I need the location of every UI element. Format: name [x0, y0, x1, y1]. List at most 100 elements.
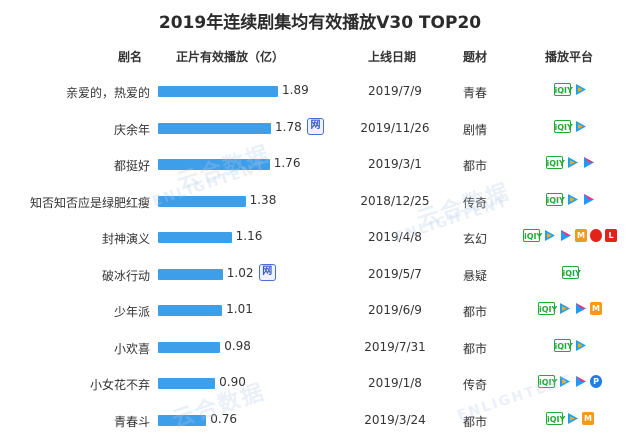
release-date: 2019/3/1: [368, 157, 422, 171]
table-row: 都挺好 1.76 2019/3/1 都市 iQIY: [0, 145, 640, 183]
table-row: 封神演义 1.16 2019/4/8 玄幻 iQIY M L: [0, 218, 640, 256]
platform-list: iQIY: [505, 192, 635, 206]
drama-name: 少年派: [113, 305, 150, 319]
drama-name: 都挺好: [113, 159, 150, 173]
iqiyi-icon: iQIY: [553, 119, 573, 133]
tencent-icon: [575, 120, 586, 132]
genre: 剧情: [462, 122, 487, 137]
drama-name: 庆余年: [113, 122, 150, 137]
bar-value-label: 1.89: [282, 83, 309, 97]
bar-value-label: 0.90: [219, 375, 246, 389]
genre: 传奇: [462, 378, 487, 392]
genre: 都市: [462, 305, 487, 319]
table-row: 小女花不弃 0.90 2019/1/8 传奇 iQIY P: [0, 364, 640, 402]
release-date: 2019/4/8: [368, 230, 422, 244]
bar: [158, 305, 223, 316]
genre: 青春: [462, 86, 487, 100]
tencent-icon: [567, 157, 578, 168]
le-icon: L: [605, 229, 617, 242]
tencent-icon: [568, 412, 578, 424]
column-header-genre: 题材: [463, 50, 488, 64]
iqiyi-icon: iQIY: [538, 302, 557, 315]
bar-value-label: 1.38: [249, 192, 277, 207]
drama-name: 小欢喜: [113, 341, 150, 356]
bar: [158, 232, 232, 243]
bar-value-label: 1.78: [275, 119, 302, 134]
iqiyi-icon: iQIY: [553, 338, 573, 352]
tencent-icon: [575, 339, 586, 351]
column-header-plays: 正片有效播放（亿）: [176, 50, 285, 64]
genre: 都市: [462, 414, 487, 429]
iqiyi-icon: iQIY: [546, 411, 565, 425]
drama-name: 亲爱的，热爱的: [65, 86, 150, 100]
release-date: 2019/5/7: [368, 266, 422, 281]
release-date: 2019/3/24: [364, 412, 426, 427]
release-date: 2019/11/26: [360, 120, 430, 135]
release-date: 2019/7/9: [368, 84, 422, 98]
table-row: 破冰行动 1.02 网 2019/5/7 悬疑 iQIY: [0, 255, 640, 293]
platform-list: iQIY: [505, 83, 635, 96]
bar-value-label: 0.98: [224, 338, 251, 353]
bar-value-label: 1.02: [226, 265, 254, 280]
sohu-icon: [590, 229, 602, 242]
bar: [158, 341, 221, 353]
drama-name: 破冰行动: [101, 268, 150, 283]
tencent-icon: [575, 84, 586, 95]
bar-value-label: 0.76: [210, 411, 237, 426]
mango-icon: M: [590, 302, 602, 315]
youku-icon: [561, 230, 571, 241]
youku-icon: [583, 157, 594, 168]
drama-name: 封神演义: [101, 232, 150, 246]
tencent-icon: [545, 230, 555, 241]
bar-value-label: 1.76: [273, 156, 301, 170]
table-row: 知否知否应是绿肥红瘦 1.38 2018/12/25 传奇 iQIY: [0, 182, 640, 220]
bar: [158, 414, 207, 426]
table-row: 青春斗 0.76 2019/3/24 都市 iQIY M: [0, 401, 640, 439]
tencent-icon: [567, 193, 578, 205]
bar: [158, 159, 270, 170]
platform-list: iQIY P: [505, 375, 635, 388]
platform-list: iQIY: [505, 156, 635, 169]
bar: [158, 195, 246, 207]
genre: 悬疑: [462, 268, 487, 283]
platform-list: iQIY M L: [505, 229, 635, 242]
table-row: 少年派 1.01 2019/6/9 都市 iQIY M: [0, 291, 640, 329]
tencent-icon: [560, 376, 570, 387]
web-marker-icon: 网: [307, 117, 325, 135]
iqiyi-icon: iQIY: [561, 265, 581, 279]
column-header-platforms: 播放平台: [545, 50, 594, 64]
platform-list: iQIY: [505, 119, 635, 133]
release-date: 2019/1/8: [368, 376, 422, 390]
iqiyi-icon: iQIY: [545, 192, 565, 206]
platform-list: iQIY M: [505, 411, 635, 425]
table-row: 小欢喜 0.98 2019/7/31 都市 iQIY: [0, 328, 640, 366]
drama-name: 小女花不弃: [89, 378, 150, 392]
iqiyi-icon: iQIY: [538, 375, 557, 388]
table-row: 庆余年 1.78 网 2019/11/26 剧情 iQIY: [0, 109, 640, 147]
youku-icon: [576, 303, 586, 314]
iqiyi-icon: iQIY: [545, 156, 565, 169]
genre: 都市: [462, 159, 487, 173]
mango-icon: M: [575, 229, 587, 242]
bar: [158, 378, 216, 389]
genre: 传奇: [462, 195, 487, 210]
tencent-icon: [560, 303, 570, 314]
iqiyi-icon: iQIY: [523, 229, 542, 242]
platform-list: iQIY: [505, 265, 635, 279]
platform-list: iQIY: [505, 338, 635, 352]
column-header-name: 剧名: [118, 50, 143, 64]
bar: [158, 268, 223, 280]
bar: [158, 86, 278, 97]
chart-title: 2019年连续剧集均有效播放V30 TOP20: [158, 13, 482, 33]
mango-icon: M: [582, 411, 594, 425]
web-marker-icon: 网: [258, 263, 276, 281]
bar: [158, 122, 272, 134]
drama-name: 青春斗: [113, 414, 150, 429]
column-header-date: 上线日期: [368, 50, 417, 64]
youku-icon: [576, 376, 586, 387]
drama-name: 知否知否应是绿肥红瘦: [29, 195, 150, 210]
pptv-icon: P: [590, 375, 602, 388]
youku-icon: [583, 193, 594, 205]
release-date: 2018/12/25: [360, 193, 430, 208]
release-date: 2019/6/9: [368, 303, 422, 317]
